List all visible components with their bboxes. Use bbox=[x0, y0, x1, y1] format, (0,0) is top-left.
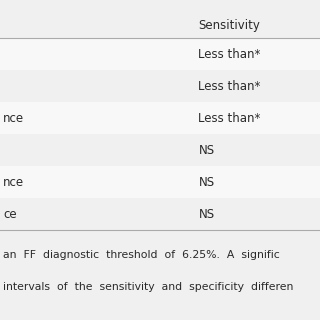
Text: nce: nce bbox=[3, 176, 24, 189]
Text: Less than*: Less than* bbox=[198, 48, 261, 61]
Text: nce: nce bbox=[3, 112, 24, 125]
Bar bbox=[0, 166, 320, 198]
Text: Less than*: Less than* bbox=[198, 112, 261, 125]
Bar bbox=[0, 38, 320, 70]
Text: intervals  of  the  sensitivity  and  specificity  differen: intervals of the sensitivity and specifi… bbox=[3, 282, 293, 292]
Text: NS: NS bbox=[198, 176, 214, 189]
Bar bbox=[0, 13, 320, 38]
Text: NS: NS bbox=[198, 208, 214, 221]
Bar bbox=[0, 70, 320, 102]
Bar bbox=[0, 134, 320, 166]
Text: an  FF  diagnostic  threshold  of  6.25%.  A  signific: an FF diagnostic threshold of 6.25%. A s… bbox=[3, 250, 280, 260]
Text: NS: NS bbox=[198, 144, 214, 157]
Text: Less than*: Less than* bbox=[198, 80, 261, 93]
Text: ce: ce bbox=[3, 208, 17, 221]
Bar bbox=[0, 198, 320, 230]
Bar bbox=[0, 102, 320, 134]
Text: Sensitivity: Sensitivity bbox=[198, 19, 260, 32]
